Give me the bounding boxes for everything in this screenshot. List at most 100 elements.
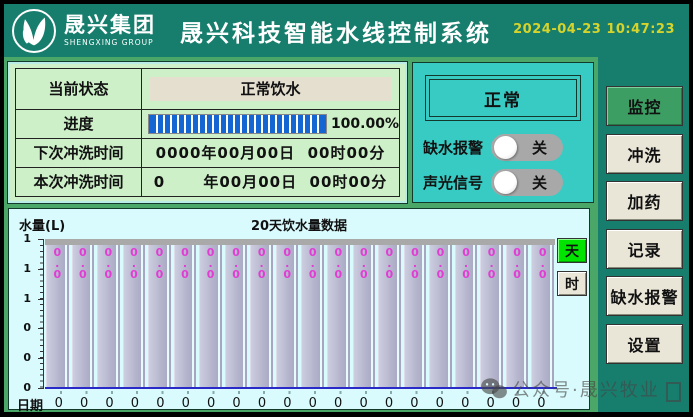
bar-slot: 0.0 [378,239,401,387]
bar-value-label: 0.0 [485,246,499,279]
x-tick-label: 0 [54,396,63,411]
bar [352,239,376,387]
hour-view-button[interactable]: 时 [557,271,587,296]
x-tick-label: 0 [359,396,368,411]
main-background: 晟兴集团 SHENGXING GROUP 晟兴科技智能水线控制系统 2024-0… [4,4,689,414]
bar-slot: 0.0 [148,239,171,387]
sidebar-button-4[interactable]: 记录 [606,228,683,269]
sidebar-button-1[interactable]: 监控 [606,86,683,126]
y-tick-label: 1 [23,291,31,305]
bar-slot: 0.0 [429,239,452,387]
sidebar-button-3[interactable]: 加药 [606,181,683,221]
y-tick-label: 0 [23,381,31,394]
sidebar-button-6[interactable]: 设置 [606,323,683,364]
progress-percent: 100.00% [330,115,399,132]
bar [403,239,427,387]
bar-slot: 0.0 [224,239,248,387]
current-flush-time: 0 年00月00日 00时00分 [141,166,400,198]
plot-top-cap [45,239,555,245]
y-axis-line [43,239,44,389]
bar-slot: 0.0 [480,239,503,387]
y-tick-label: 0 [23,321,31,335]
bar-slot: 0.0 [250,239,273,387]
bar-slot: 0.0 [97,239,120,387]
bar-plot-area: 0.0 0.0 0.0 0.0 0.0 0.0 0.0 0.0 0.0 0.0 0.0 0.0 0.0 0… [45,239,555,389]
x-tick-label: 0 [130,396,140,411]
sound-light-signal-label: 声光信号 [423,173,484,192]
y-tick-label: 1 [23,232,31,245]
bar [199,239,222,387]
y-axis-tick-labels: 1 1 1 0 0 0 [11,233,37,393]
bar-value-label: 0.0 [536,246,550,279]
next-flush-time: 0000年00月00日 00时00分 [141,137,400,168]
water-shortage-alarm-row: 缺水报警 关 [423,133,588,161]
water-shortage-alarm-toggle[interactable]: 关 [491,133,564,161]
bar [327,239,350,387]
bar-slot: 0.0 [327,239,350,387]
header-bar: 晟兴集团 SHENGXING GROUP 晟兴科技智能水线控制系统 2024-0… [4,4,689,57]
x-tick-label: 0 [461,396,470,411]
bar-slot: 0.0 [122,239,146,387]
bar-value-label: 0.0 [331,246,345,279]
x-tick-label: 0 [435,396,444,411]
bar [250,239,273,387]
bar-value-label: 0.0 [382,246,396,279]
bar [224,239,248,387]
x-tick-label: 0 [79,396,89,411]
status-table: 当前状态 正常饮水 进度 100.00% 下次冲洗时间 0000年00月00日 … [15,68,400,198]
toggle-state: 关 [532,173,548,192]
logo-leaf-icon [12,8,56,53]
x-axis-title: 日期 [17,399,44,414]
sidebar-button-5[interactable]: 缺水报警 [606,276,683,316]
logo-title: 晟兴集团 [64,12,156,37]
x-tick-label: 0 [334,396,343,411]
x-tick-label: 0 [105,396,114,411]
x-tick-label: 0 [156,396,165,411]
table-row: 进度 100.00% [15,108,400,139]
bar-slot: 0.0 [454,239,478,387]
bar-slot: 0.0 [275,239,299,387]
bar [378,239,401,387]
bar [301,239,325,387]
sidebar-menu: 监控冲洗加药记录缺水报警设置 [598,57,689,412]
x-tick-label: 0 [511,396,521,411]
x-axis-ticks [49,391,557,394]
bar-value-label: 0.0 [127,246,141,279]
bar-series: 0.0 0.0 0.0 0.0 0.0 0.0 0.0 0.0 0.0 0.0 0.0 0.0 0.0 0… [46,239,554,387]
y-tick-label: 1 [23,261,31,275]
bar-slot: 0.0 [403,239,427,387]
x-tick-label: 0 [308,396,317,411]
chart-title: 20天饮水量数据 [250,219,348,234]
bar [480,239,503,387]
bar-slot: 0.0 [531,239,554,387]
bar-value-label: 0.0 [255,246,269,279]
bar-slot: 0.0 [199,239,222,387]
bar-slot: 0.0 [505,239,529,387]
current-flush-label: 本次冲洗时间 [15,166,142,198]
x-axis-tick-labels: 0 0 0 0 0 0 0 0 0 0 0 0 0 0 0 0 0 0 0 0 [46,396,554,411]
day-view-button[interactable]: 天 [557,238,587,263]
bar-slot: 0.0 [46,239,69,387]
bar-value-label: 0.0 [280,246,294,279]
x-tick-label: 0 [207,396,216,411]
progress-label: 进度 [15,108,142,139]
bar-value-label: 0.0 [408,246,422,279]
x-tick-label: 0 [410,396,419,411]
bar [531,239,554,387]
bar-value-label: 0.0 [433,246,447,279]
bar [122,239,146,387]
sidebar-button-2[interactable]: 冲洗 [606,133,683,174]
water-shortage-alarm-label: 缺水报警 [423,138,484,157]
current-status-label: 当前状态 [15,68,142,110]
bar-value-label: 0.0 [50,246,64,279]
sound-light-signal-toggle[interactable]: 关 [491,168,564,196]
chart-y-axis-title: 水量(L) [19,219,66,234]
bar [275,239,299,387]
x-tick-label: 0 [257,396,267,411]
progress-bar [148,113,327,134]
table-row: 当前状态 正常饮水 [15,68,400,110]
bar-value-label: 0.0 [229,246,243,279]
status-panel: 当前状态 正常饮水 进度 100.00% 下次冲洗时间 0000年00月00日 … [8,62,407,203]
table-row: 本次冲洗时间 0 年00月00日 00时00分 [15,166,400,198]
